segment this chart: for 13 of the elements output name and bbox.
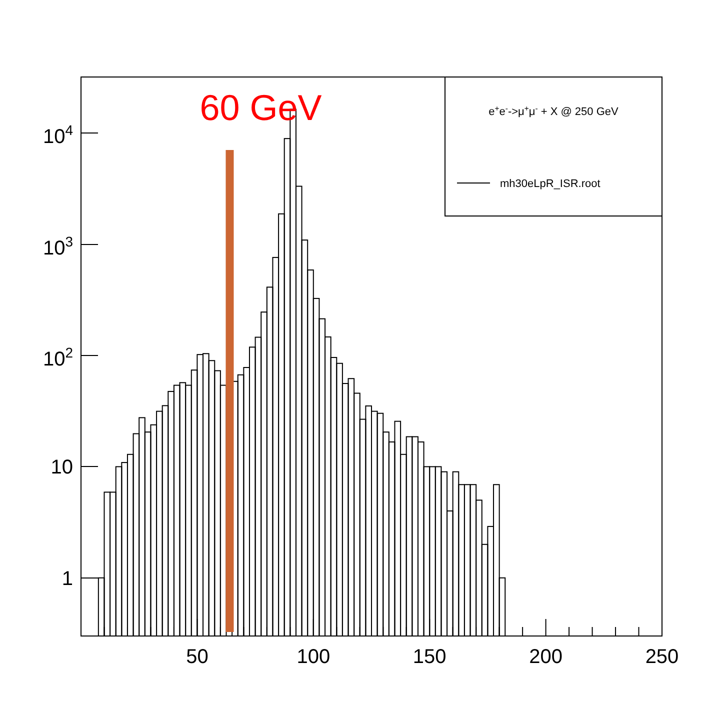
- x-tick-label: 250: [645, 646, 679, 668]
- y-tick-label: 10$^{2}$: [42, 344, 74, 371]
- x-tick-label: 100: [296, 646, 330, 668]
- text: e$^{+}$e$^{-}$->μ$^{+}$μ$^{-}$ + X @ 250 GeV: [488, 104, 618, 118]
- legend-label: mh30eLpR_ISR.root: [500, 178, 600, 190]
- ref-line-label: 60 GeV: [200, 87, 322, 128]
- y-tick-label: 10$^{3}$: [42, 233, 74, 260]
- x-tick-label: 50: [186, 646, 208, 668]
- y-tick-label: 10$^{4}$: [42, 122, 74, 148]
- y-tick-label: 1: [62, 568, 73, 590]
- x-tick-label: 150: [412, 646, 446, 668]
- y-tick-label: 10: [50, 456, 73, 479]
- x-tick-label: 200: [529, 646, 562, 668]
